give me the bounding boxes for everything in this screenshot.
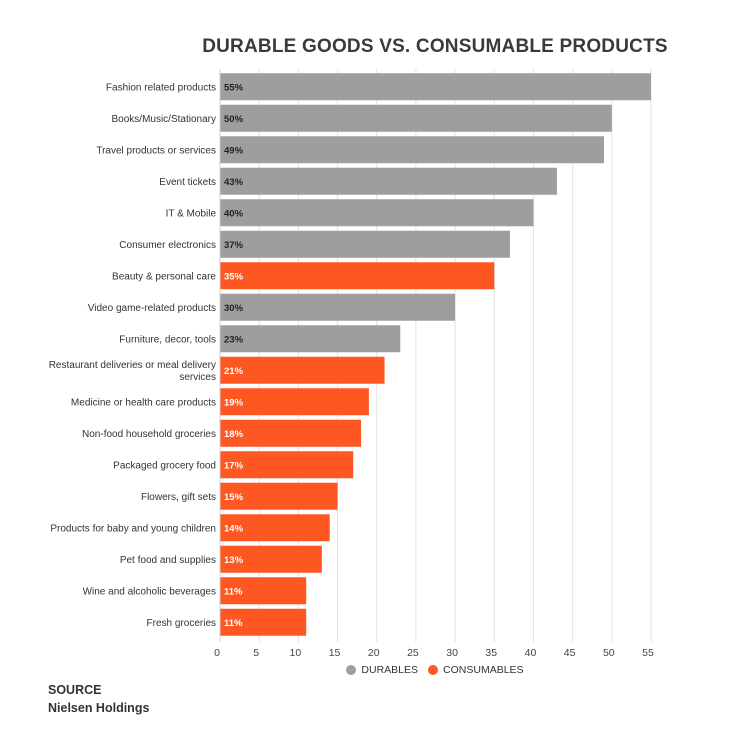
bar-value-label: 37% xyxy=(224,240,244,251)
bar xyxy=(220,104,612,132)
x-tick-label: 40 xyxy=(525,647,537,659)
bar xyxy=(220,325,401,353)
x-tick-label: 55 xyxy=(642,647,654,659)
bar-value-label: 23% xyxy=(224,334,244,345)
category-label: Restaurant deliveries or meal delivery xyxy=(49,360,216,371)
category-label: Fashion related products xyxy=(106,82,216,93)
bar xyxy=(220,262,495,290)
bar xyxy=(220,199,534,227)
bar xyxy=(220,73,651,101)
bar-value-label: 49% xyxy=(224,145,244,156)
legend-label-consumables: CONSUMABLES xyxy=(443,664,524,676)
bar-value-label: 13% xyxy=(224,555,244,566)
x-tick-label: 45 xyxy=(564,647,576,659)
bar xyxy=(220,230,510,258)
bar xyxy=(220,514,330,542)
bar xyxy=(220,136,604,164)
bar xyxy=(220,356,385,384)
bar xyxy=(220,577,307,605)
bar-value-label: 18% xyxy=(224,429,244,440)
bar-value-label: 55% xyxy=(224,82,244,93)
bar xyxy=(220,388,369,416)
legend-swatch-consumables xyxy=(428,665,439,675)
x-tick-label: 50 xyxy=(603,647,615,659)
bar-value-label: 43% xyxy=(224,177,244,188)
x-tick-label: 30 xyxy=(446,647,458,659)
category-label: Consumer electronics xyxy=(119,240,216,251)
x-tick-label: 20 xyxy=(368,647,380,659)
bar-value-label: 17% xyxy=(224,460,244,471)
bar-value-label: 15% xyxy=(224,492,244,503)
category-label: Pet food and supplies xyxy=(120,555,216,566)
bar-value-label: 11% xyxy=(224,586,243,597)
legend-swatch-durables xyxy=(346,665,357,675)
category-label: Products for baby and young children xyxy=(50,523,216,534)
category-label: Books/Music/Stationary xyxy=(112,114,217,125)
bar xyxy=(220,545,322,573)
bar-value-label: 14% xyxy=(224,523,244,534)
category-label: Packaged grocery food xyxy=(113,460,216,471)
legend-item-durables: DURABLES xyxy=(346,664,418,676)
x-tick-label: 0 xyxy=(214,647,220,659)
chart-title: DURABLE GOODS VS. CONSUMABLE PRODUCTS xyxy=(202,36,668,57)
category-label: IT & Mobile xyxy=(166,208,217,219)
category-label: Event tickets xyxy=(159,177,216,188)
bar-value-label: 30% xyxy=(224,303,244,314)
x-tick-label: 5 xyxy=(253,647,259,659)
bar xyxy=(220,293,456,321)
legend-item-consumables: CONSUMABLES xyxy=(428,664,524,676)
category-label: Furniture, decor, tools xyxy=(119,334,216,345)
bar-value-label: 35% xyxy=(224,271,244,282)
bar-value-label: 21% xyxy=(224,366,244,377)
bar-value-label: 50% xyxy=(224,114,244,125)
category-label: Flowers, gift sets xyxy=(141,492,216,503)
bar xyxy=(220,451,354,479)
legend: DURABLES CONSUMABLES xyxy=(0,664,740,676)
x-tick-label: 15 xyxy=(329,647,341,659)
legend-label-durables: DURABLES xyxy=(361,664,419,676)
category-label: Non-food household groceries xyxy=(82,429,216,440)
category-label: services xyxy=(179,372,216,383)
x-tick-label: 25 xyxy=(407,647,419,659)
category-label: Fresh groceries xyxy=(147,618,216,629)
x-tick-label: 35 xyxy=(485,647,497,659)
bar-value-label: 40% xyxy=(224,208,244,219)
bar xyxy=(220,167,557,195)
bar xyxy=(220,482,338,510)
category-label: Travel products or services xyxy=(96,145,216,156)
category-label: Video game-related products xyxy=(88,303,216,314)
category-label: Medicine or health care products xyxy=(71,397,216,408)
bar xyxy=(220,608,307,636)
category-label: Wine and alcoholic beverages xyxy=(83,586,216,597)
bar xyxy=(220,419,362,447)
bar-value-label: 11% xyxy=(224,618,243,629)
source-value: Nielsen Holdings xyxy=(48,701,150,715)
x-tick-label: 10 xyxy=(290,647,302,659)
bar-value-label: 19% xyxy=(224,397,244,408)
category-label: Beauty & personal care xyxy=(112,271,216,282)
source-label: SOURCE xyxy=(48,683,102,697)
